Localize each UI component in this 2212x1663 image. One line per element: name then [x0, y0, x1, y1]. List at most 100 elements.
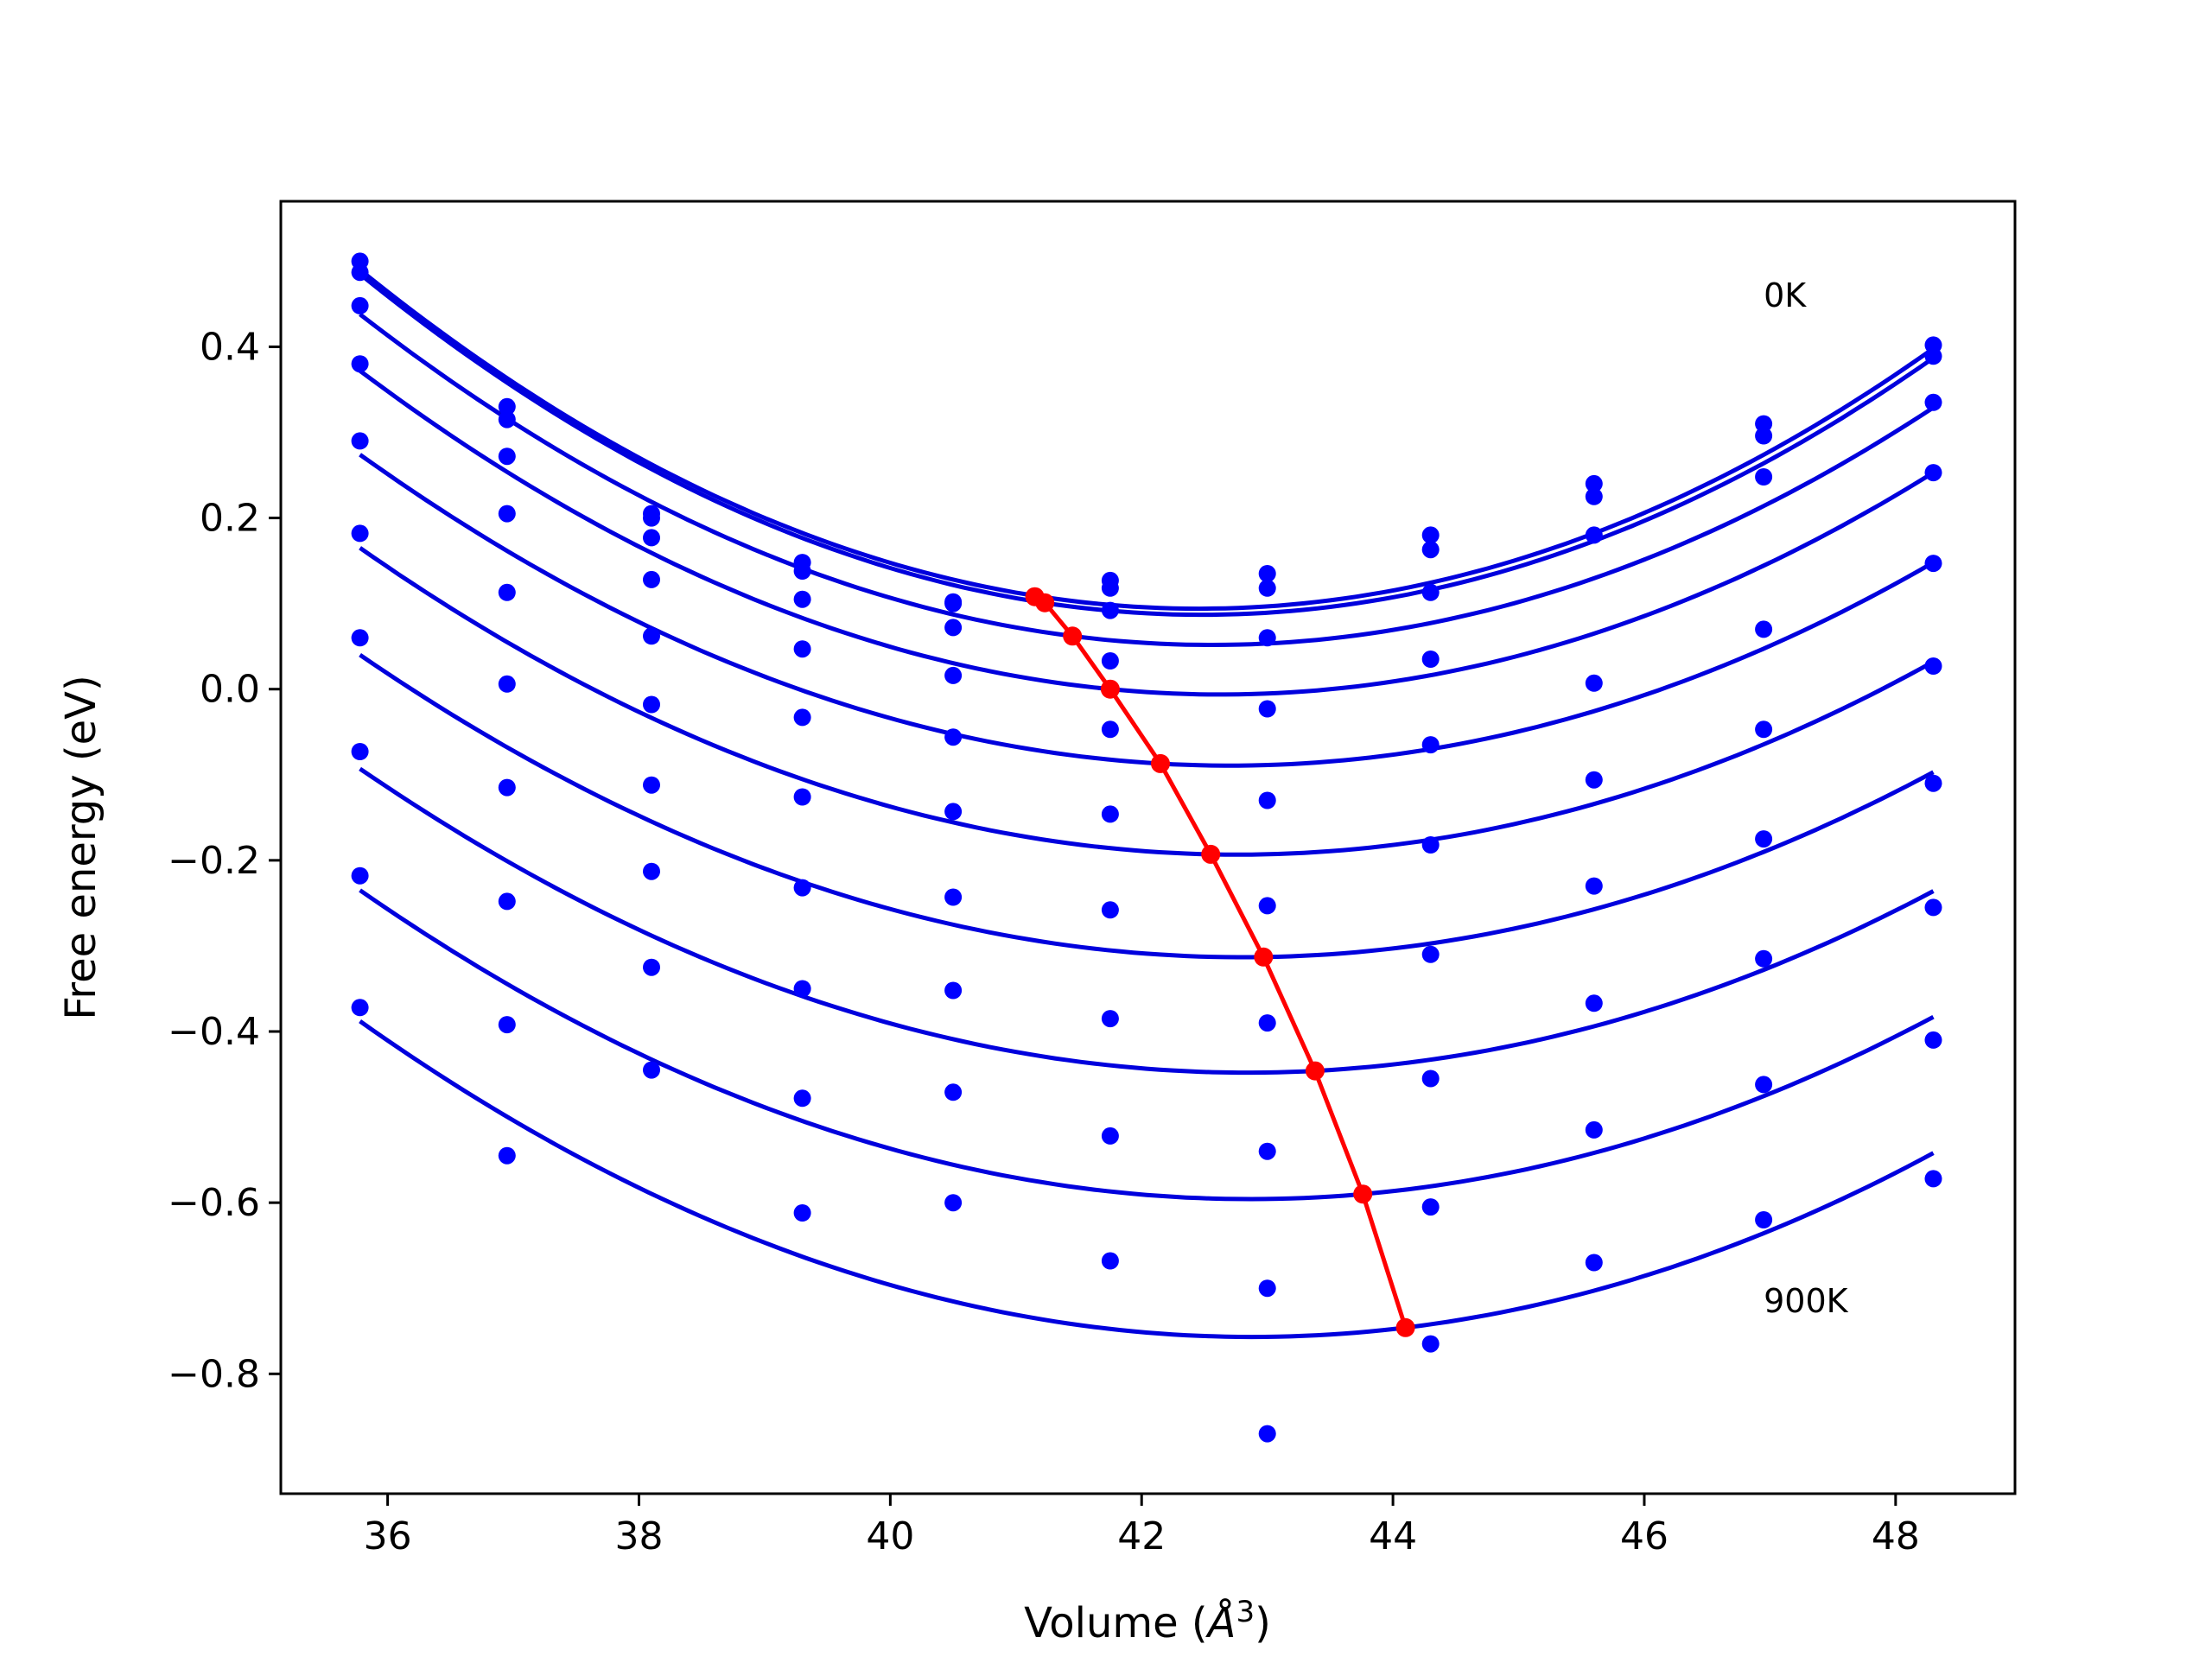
data-point-600K: [498, 778, 516, 797]
data-point-300K: [1755, 620, 1773, 638]
data-point-300K: [1585, 674, 1603, 692]
data-point-700K: [1258, 1142, 1276, 1160]
data-point-100K: [643, 509, 660, 527]
data-point-900K: [351, 999, 369, 1017]
data-point-500K: [1585, 877, 1603, 895]
data-point-300K: [1101, 652, 1119, 670]
data-point-800K: [351, 866, 369, 885]
minimum-point: [1063, 626, 1083, 646]
data-point-100K: [1258, 579, 1276, 597]
data-point-600K: [1421, 945, 1440, 963]
x-tick-label: 44: [1369, 1514, 1417, 1558]
data-point-300K: [1924, 464, 1942, 482]
data-point-900K: [1421, 1335, 1440, 1353]
minimum-point: [1151, 753, 1170, 773]
data-point-400K: [1101, 720, 1119, 739]
data-point-200K: [351, 296, 369, 314]
data-point-100K: [793, 562, 811, 580]
data-point-800K: [1585, 1254, 1603, 1272]
data-point-500K: [1101, 805, 1119, 823]
data-point-500K: [351, 524, 369, 543]
fit-curves: [359, 268, 1935, 1340]
y-tick-label: 0.4: [200, 325, 260, 369]
data-point-200K: [498, 447, 516, 466]
x-tick-label: 48: [1872, 1514, 1920, 1558]
data-point-0K: [1755, 415, 1773, 433]
data-point-200K: [1755, 468, 1773, 486]
data-point-800K: [498, 1016, 516, 1034]
data-point-400K: [1421, 736, 1440, 754]
data-point-300K: [944, 666, 963, 684]
y-tick-label: −0.2: [168, 839, 260, 883]
y-tick-label: 0.0: [200, 668, 260, 712]
data-point-200K: [944, 619, 963, 637]
data-point-500K: [1924, 657, 1942, 675]
data-point-900K: [944, 1194, 963, 1212]
minimum-point: [1035, 593, 1055, 613]
data-point-100K: [1101, 579, 1119, 597]
data-point-300K: [351, 355, 369, 373]
data-point-0K: [1421, 526, 1440, 544]
data-point-300K: [643, 570, 660, 588]
data-point-400K: [1258, 791, 1276, 809]
data-point-700K: [944, 981, 963, 1000]
data-point-400K: [793, 708, 811, 727]
data-point-300K: [793, 640, 811, 658]
fit-curve-600K: [359, 653, 1935, 960]
data-point-500K: [643, 695, 660, 714]
fit-curve-0K: [359, 268, 1935, 612]
annotation-label: 900K: [1764, 1282, 1849, 1320]
fit-curve-100K: [359, 272, 1935, 618]
x-axis-label: Volume (Å3): [1024, 1595, 1271, 1647]
data-point-700K: [1421, 1070, 1440, 1088]
data-point-500K: [793, 788, 811, 806]
x-axis-ticks: 36 38 40 42 44 46 48: [364, 1494, 1920, 1558]
minimum-point: [1254, 947, 1274, 967]
data-point-600K: [643, 776, 660, 794]
data-point-700K: [498, 892, 516, 911]
x-tick-label: 46: [1620, 1514, 1669, 1558]
data-point-700K: [1924, 898, 1942, 917]
data-point-400K: [351, 432, 369, 450]
data-point-700K: [1585, 1120, 1603, 1139]
data-point-0K: [498, 397, 516, 416]
data-points: [351, 252, 1942, 1443]
data-point-600K: [1585, 994, 1603, 1012]
data-point-900K: [1924, 1170, 1942, 1188]
data-point-200K: [1258, 629, 1276, 647]
data-point-0K: [1258, 565, 1276, 582]
data-point-200K: [643, 529, 660, 547]
data-point-500K: [1755, 830, 1773, 848]
data-point-800K: [1924, 1031, 1942, 1049]
fit-curve-500K: [359, 546, 1935, 857]
data-point-400K: [1755, 720, 1773, 739]
data-point-500K: [1258, 897, 1276, 915]
data-point-500K: [944, 803, 963, 821]
y-tick-label: −0.8: [168, 1352, 260, 1396]
fit-curve-300K: [359, 369, 1935, 697]
data-point-600K: [1258, 1014, 1276, 1032]
data-point-100K: [1585, 487, 1603, 505]
data-point-900K: [498, 1146, 516, 1165]
data-point-700K: [1755, 1076, 1773, 1094]
fit-curve-400K: [359, 453, 1935, 768]
y-tick-label: −0.4: [168, 1010, 260, 1054]
x-tick-label: 38: [614, 1514, 663, 1558]
y-axis-label: Free energy (eV): [57, 675, 105, 1019]
minimum-point: [1395, 1317, 1415, 1337]
y-axis-ticks: 0.4 0.2 0.0 −0.2 −0.4 −0.6 −0.8: [168, 325, 281, 1396]
data-point-100K: [944, 594, 963, 613]
data-point-800K: [643, 958, 660, 976]
fit-curve-800K: [359, 888, 1935, 1202]
data-point-800K: [1258, 1279, 1276, 1298]
data-point-200K: [793, 590, 811, 608]
minimum-point: [1305, 1061, 1325, 1081]
data-point-800K: [1101, 1127, 1119, 1145]
data-point-700K: [351, 743, 369, 760]
data-point-400K: [1585, 771, 1603, 789]
data-point-800K: [1755, 1211, 1773, 1228]
data-point-400K: [498, 583, 516, 601]
minima-line: [1033, 594, 1408, 1329]
